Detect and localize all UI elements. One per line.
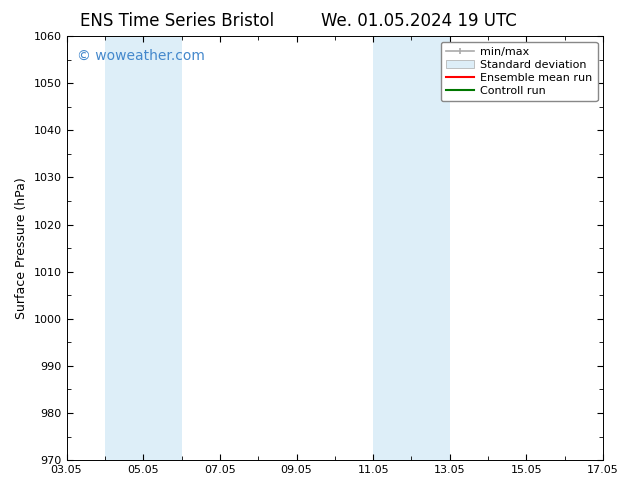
- Legend: min/max, Standard deviation, Ensemble mean run, Controll run: min/max, Standard deviation, Ensemble me…: [441, 42, 598, 101]
- Text: © woweather.com: © woweather.com: [77, 49, 205, 63]
- Bar: [373, 36, 450, 460]
- Y-axis label: Surface Pressure (hPa): Surface Pressure (hPa): [15, 177, 28, 319]
- Text: ENS Time Series Bristol: ENS Time Series Bristol: [81, 12, 275, 30]
- Bar: [105, 36, 181, 460]
- Text: We. 01.05.2024 19 UTC: We. 01.05.2024 19 UTC: [321, 12, 516, 30]
